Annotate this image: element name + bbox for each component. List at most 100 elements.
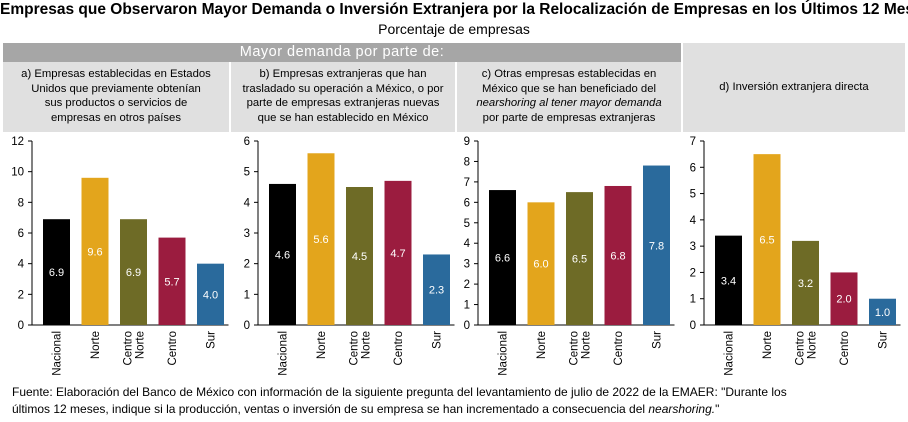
panel-a-category-label-line: Nacional — [52, 331, 64, 376]
panel-a-y-tick-label: 6 — [18, 228, 24, 240]
panel-c-category-label: Nacional — [498, 331, 510, 376]
panel-c-y-tick-label: 1 — [464, 300, 470, 312]
panel-a-category-label: Norte — [90, 331, 102, 359]
source-line-2-end: " — [715, 402, 720, 416]
panel-a-category-label: Centro — [167, 331, 179, 366]
panel-d-category-label: Centro Norte — [795, 331, 819, 366]
panel-d-category-label: Sur — [878, 331, 890, 349]
panel-d-category-label: Centro — [839, 331, 851, 366]
panel-a-y-tick-label: 8 — [18, 197, 24, 209]
panel-c-y-tick-label: 2 — [464, 279, 470, 291]
panel-d-category-label-line: Nacional — [724, 331, 736, 376]
panel-c-category-label: Norte — [536, 331, 548, 359]
panel-a-y-tick-label: 0 — [18, 320, 24, 332]
panel-b-y-tick-label: 3 — [244, 228, 250, 240]
panel-a-bar-value-label: 6.9 — [49, 267, 64, 279]
panel-c-category-label-line: Centro — [613, 331, 625, 366]
panel-a-category-label-line: Centro — [123, 331, 135, 366]
panel-c-y-tick-label: 0 — [464, 320, 470, 332]
panel-c-bar-value-label: 7.8 — [649, 240, 664, 252]
panel-b-bar — [269, 183, 296, 325]
panel-c-bar-value-label: 6.5 — [572, 254, 587, 266]
panel-b-y-tick-label: 1 — [244, 289, 250, 301]
panel-d-y-tick-label: 4 — [690, 215, 697, 227]
panel-d-heading: d) Inversión extranjera directa — [683, 43, 905, 132]
panel-d-bar — [715, 235, 742, 325]
panel-d-category-label-line: Norte — [762, 331, 774, 359]
panel-c-bar — [604, 185, 632, 325]
panel-c-bar-value-label: 6.6 — [495, 253, 510, 265]
panel-c-category-label-line: Centro — [569, 331, 581, 366]
panel-c-y-tick-label: 8 — [464, 156, 470, 168]
panel-b-category-label-line: Norte — [361, 331, 373, 359]
panel-d-category-label-line: Centro — [795, 331, 807, 366]
panel-b-y-tick-label: 6 — [244, 136, 250, 148]
panel-b-bar — [423, 254, 450, 325]
panel-d-category-label-line: Centro — [839, 331, 851, 366]
panel-b-bar-value-label: 4.5 — [352, 251, 367, 263]
panel-d-bar-value-label: 3.4 — [721, 275, 736, 287]
panel-b-category-label: Norte — [316, 331, 328, 359]
panel-a-heading-line: empresas en otros países — [51, 111, 181, 124]
panel-a-category-label: Sur — [206, 331, 218, 349]
panel-d-bar-value-label: 1.0 — [875, 307, 890, 319]
panel-b-category-label-line: Sur — [432, 331, 444, 349]
panel-a-y-tick-label: 2 — [18, 289, 24, 301]
panel-d-bar-value-label: 2.0 — [836, 294, 851, 306]
panel-a-category-label-line: Norte — [90, 331, 102, 359]
panel-c-heading-line: c) Otras empresas establecidas en — [481, 68, 657, 80]
panel-c-bar — [643, 165, 670, 325]
panel-d-bar-value-label: 3.2 — [798, 278, 813, 290]
panel-c-category-label-line: Nacional — [498, 331, 510, 376]
panel-b-bar-value-label: 2.3 — [429, 285, 444, 297]
panel-a-bar — [43, 219, 70, 325]
panel-a-category-label-line: Norte — [135, 331, 147, 359]
chart-subtitle: Porcentaje de empresas — [378, 21, 530, 37]
panel-b-heading-line: parte de empresas extranjeras nuevas — [246, 97, 440, 109]
panel-b-heading-line: trasladado su operación a México, o por — [242, 82, 444, 95]
panel-b-heading-line: que se han establecido en México — [257, 111, 429, 124]
panel-a-bar-value-label: 6.9 — [126, 267, 141, 279]
panel-b-y-tick-label: 5 — [244, 167, 250, 179]
panel-b-category-label: Nacional — [278, 331, 290, 376]
panel-d-bar — [753, 154, 781, 325]
panel-b-y-tick-label: 4 — [244, 197, 251, 209]
panel-a-category-label: Nacional — [52, 331, 64, 376]
panel-d-y-tick-label: 7 — [690, 136, 696, 148]
panel-c-bar — [566, 192, 593, 325]
panel-b-bar-value-label: 4.7 — [390, 248, 405, 260]
panel-d-y-tick-label: 0 — [690, 320, 696, 332]
panel-b-category-label-line: Centro — [349, 331, 361, 366]
panel-c-heading-line: México que se han beneficiado del — [482, 82, 656, 95]
source-line-1: Fuente: Elaboración del Banco de México … — [12, 385, 787, 399]
panel-a-bar-value-label: 5.7 — [164, 276, 179, 288]
panel-c-category-label-line: Norte — [581, 331, 593, 359]
panel-a-heading-line: Unidos que previamente obtenían — [31, 82, 201, 95]
panel-c-bar — [489, 190, 516, 325]
panel-d-bar-value-label: 6.5 — [759, 235, 774, 247]
panel-c-bar — [527, 202, 555, 325]
source-note: Fuente: Elaboración del Banco de México … — [12, 384, 900, 418]
panel-c-y-tick-label: 4 — [464, 238, 471, 250]
panel-b-bar — [384, 180, 412, 325]
panel-d-bar — [830, 272, 858, 325]
panel-d-category-label: Nacional — [724, 331, 736, 376]
panel-b-bar-value-label: 5.6 — [313, 234, 328, 246]
panel-b-category-label-line: Nacional — [278, 331, 290, 376]
panel-d-bar — [869, 298, 896, 325]
panel-d-category-label: Norte — [762, 331, 774, 359]
panel-c-bar-value-label: 6.0 — [533, 259, 548, 271]
panel-b-bar-value-label: 4.6 — [275, 249, 290, 261]
panel-c-category-label-line: Sur — [652, 331, 664, 349]
panel-c-heading: c) Otras empresas establecidas en México… — [457, 62, 681, 132]
panel-d-y-tick-label: 5 — [690, 189, 696, 201]
panel-c-y-tick-label: 5 — [464, 218, 470, 230]
panel-c-category-label: Centro Norte — [569, 331, 593, 366]
panel-c-bar-value-label: 6.8 — [610, 250, 625, 262]
panel-a-bar — [158, 237, 186, 325]
source-line-2: últimos 12 meses, indique si la producci… — [12, 402, 649, 416]
panel-b-category-label: Sur — [432, 331, 444, 349]
panel-b-bar — [346, 187, 373, 325]
panel-b-heading-line: b) Empresas extranjeras que han — [259, 68, 427, 80]
